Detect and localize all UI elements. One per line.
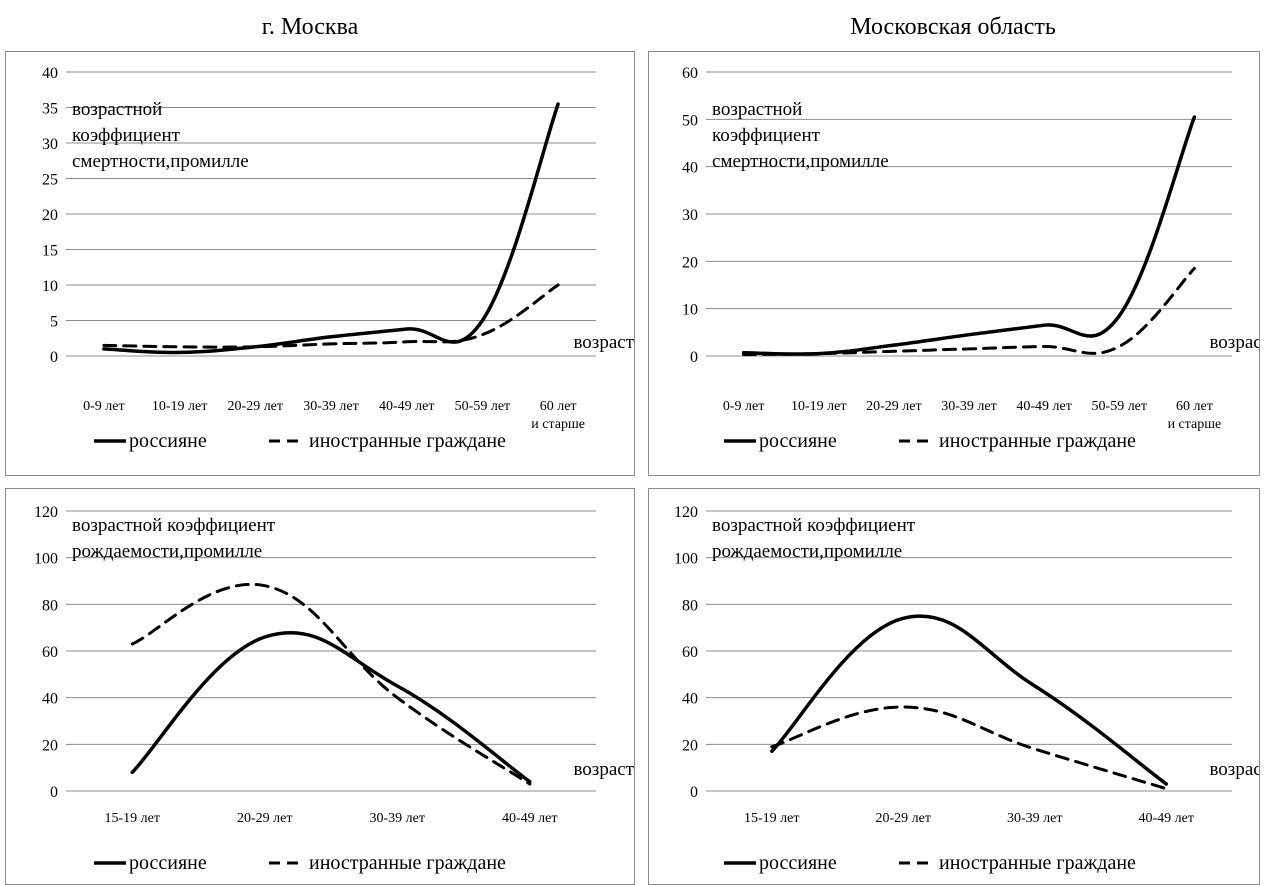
y-axis-label: возрастной коэффициент смертности,промилле	[72, 99, 249, 172]
series-line-russians	[130, 630, 532, 784]
y-tick-label: 30	[682, 207, 698, 224]
x-tick-label: 20-29 лет	[866, 399, 921, 414]
y-tick-label: 10	[42, 278, 58, 295]
y-tick-label: 60	[42, 644, 58, 661]
y-tick-label: 120	[34, 504, 58, 521]
chart-mortality-moscow: 0 5 10 15 20 25 30 35 40 0-9 лет 10-19 лет 20-29 ле…	[5, 51, 635, 476]
x-axis-label: возраст	[573, 759, 634, 780]
x-tick-label: 30-39 лет	[941, 399, 996, 414]
x-tick-label: 60 лет и старше	[531, 399, 585, 432]
y-tick-label: 80	[682, 597, 698, 614]
y-tick-label: 0	[50, 349, 58, 366]
series-line-russians	[770, 614, 1169, 786]
x-axis-label: возраст	[1209, 759, 1259, 780]
y-tick-label: 0	[50, 784, 58, 801]
y-tick-label: 100	[674, 551, 698, 568]
x-tick-label: 60 лет и старше	[1168, 399, 1222, 432]
x-tick-label: 0-9 лет	[723, 399, 764, 414]
y-tick-label: 10	[682, 302, 698, 319]
y-tick-label: 0	[690, 784, 698, 801]
y-axis-label: возрастной коэффициент смертности,промилле	[712, 99, 889, 172]
chart-svg: 0 20 40 60 80 100 120 15-19 лет 20-29 лет 30-39 л…	[34, 504, 634, 874]
legend-label-russians: россияне	[129, 430, 207, 452]
series-line-russians	[102, 102, 560, 355]
y-axis-label: возрастной коэффициент рождаемости,промил…	[72, 515, 276, 562]
y-tick-label: 40	[42, 691, 58, 708]
series-line-foreign	[102, 283, 560, 349]
legend: россияне иностранные граждане	[94, 430, 506, 452]
legend-label-foreign: иностранные граждане	[939, 852, 1136, 874]
y-tick-label: 20	[682, 254, 698, 271]
legend-label-russians: россияне	[759, 852, 837, 874]
legend: россияне иностранные граждане	[94, 852, 506, 874]
y-tick-label: 5	[50, 314, 58, 331]
x-tick-label: 20-29 лет	[228, 399, 283, 414]
y-tick-label: 35	[42, 101, 58, 118]
y-tick-label: 20	[42, 737, 58, 754]
chart-svg: 0 5 10 15 20 25 30 35 40 0-9 лет 10-19 лет 20-29 ле…	[42, 65, 634, 452]
series-line-foreign	[130, 582, 532, 786]
y-tick-label: 40	[682, 691, 698, 708]
chart-mortality-oblast: 0 10 20 30 40 50 60 0-9 лет 10-19 лет 20-29 лет 30…	[648, 51, 1260, 476]
chart-fertility-moscow: 0 20 40 60 80 100 120 15-19 лет 20-29 лет 30-39 л…	[5, 488, 635, 885]
y-tick-label: 30	[42, 136, 58, 153]
x-tick-label: 20-29 лет	[876, 811, 931, 826]
legend: россияне иностранные граждане	[724, 430, 1136, 452]
series-line-foreign	[742, 266, 1196, 357]
legend-label-foreign: иностранные граждане	[309, 430, 506, 452]
x-tick-label: 30-39 лет	[303, 399, 358, 414]
y-tick-label: 50	[682, 112, 698, 129]
x-tick-label: 15-19 лет	[744, 811, 799, 826]
title-moscow-oblast: Московская область	[850, 14, 1056, 40]
x-tick-label: 30-39 лет	[1007, 811, 1062, 826]
x-axis-label: возраст	[573, 332, 634, 353]
x-tick-label: 40-49 лет	[1139, 811, 1194, 826]
chart-svg: 0 20 40 60 80 100 120 15-19 лет 20-29 лет 30-39 л…	[674, 504, 1259, 874]
x-tick-label: 30-39 лет	[370, 811, 425, 826]
x-tick-label: 10-19 лет	[152, 399, 207, 414]
x-axis-label: возраст	[1209, 332, 1259, 353]
title-moscow: г. Москва	[261, 14, 359, 40]
x-tick-label: 40-49 лет	[502, 811, 557, 826]
legend-label-foreign: иностранные граждане	[939, 430, 1136, 452]
y-tick-label: 100	[34, 551, 58, 568]
y-tick-label: 40	[42, 65, 58, 82]
chart-fertility-oblast: 0 20 40 60 80 100 120 15-19 лет 20-29 лет 30-39 л…	[648, 488, 1260, 885]
y-tick-label: 0	[690, 349, 698, 366]
legend-label-russians: россияне	[129, 852, 207, 874]
x-tick-label: 50-59 лет	[1092, 399, 1147, 414]
x-tick-label: 50-59 лет	[455, 399, 510, 414]
x-tick-label: 10-19 лет	[791, 399, 846, 414]
y-tick-label: 40	[682, 160, 698, 177]
y-axis-label: возрастной коэффициент рождаемости,промил…	[712, 515, 916, 562]
x-tick-label: 15-19 лет	[105, 811, 160, 826]
series-line-russians	[741, 115, 1197, 356]
legend-label-russians: россияне	[759, 430, 837, 452]
x-tick-label: 40-49 лет	[379, 399, 434, 414]
series-line-foreign	[770, 705, 1168, 791]
chart-svg: 0 10 20 30 40 50 60 0-9 лет 10-19 лет 20-29 лет 30…	[682, 65, 1259, 452]
x-tick-label: 0-9 лет	[83, 399, 124, 414]
y-tick-label: 15	[42, 243, 58, 260]
y-tick-label: 25	[42, 172, 58, 189]
y-tick-label: 20	[682, 737, 698, 754]
y-tick-label: 60	[682, 644, 698, 661]
legend-label-foreign: иностранные граждане	[309, 852, 506, 874]
y-tick-label: 60	[682, 65, 698, 82]
x-tick-label: 20-29 лет	[237, 811, 292, 826]
y-tick-label: 120	[674, 504, 698, 521]
legend: россияне иностранные граждане	[724, 852, 1136, 874]
y-tick-label: 20	[42, 207, 58, 224]
y-tick-label: 80	[42, 597, 58, 614]
x-tick-label: 40-49 лет	[1016, 399, 1071, 414]
